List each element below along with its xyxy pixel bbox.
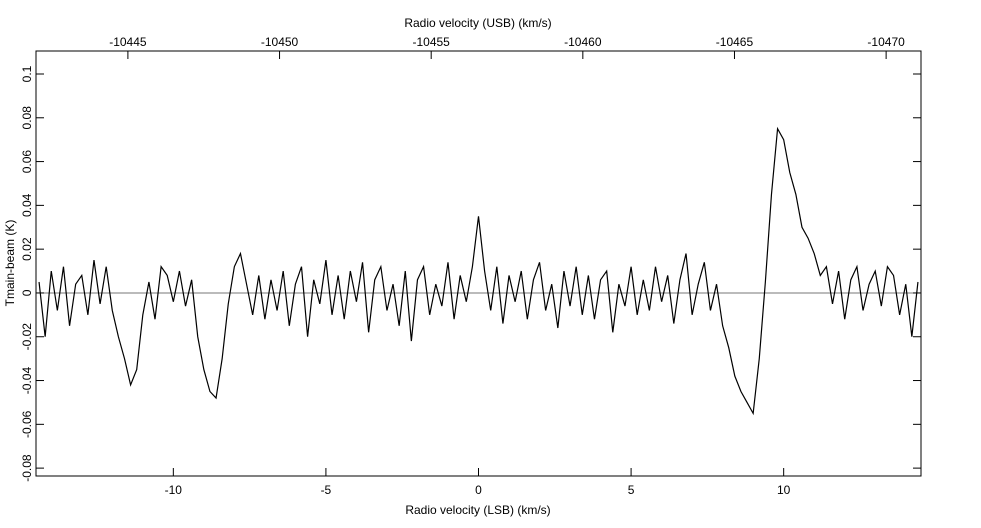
top-axis-title: Radio velocity (USB) (km/s) <box>404 16 551 30</box>
y-tick-label: -0.08 <box>20 454 34 482</box>
x2-tick-label: -10460 <box>564 35 602 49</box>
x2-tick-label: -10450 <box>261 35 299 49</box>
x-tick-label: -5 <box>321 483 332 497</box>
x-axis-title: Radio velocity (LSB) (km/s) <box>405 503 550 517</box>
y-tick-label: 0.08 <box>20 106 34 130</box>
y-tick-label: 0.02 <box>20 237 34 261</box>
y-tick-label: 0.1 <box>20 65 34 82</box>
y-axis-title: Tmain-beam (K) <box>3 220 17 307</box>
x2-tick-label: -10465 <box>716 35 754 49</box>
y-tick-label: -0.06 <box>20 410 34 438</box>
x2-tick-label: -10455 <box>412 35 450 49</box>
x-tick-label: 0 <box>475 483 482 497</box>
x-tick-label: -10 <box>165 483 183 497</box>
spectrum-line <box>38 126 919 416</box>
plot-frame <box>35 50 922 477</box>
x2-tick-label: -10470 <box>867 35 905 49</box>
y-tick-label: -0.04 <box>20 367 34 395</box>
y-tick-label: 0 <box>20 289 34 296</box>
y-tick-label: 0.06 <box>20 150 34 174</box>
x2-tick-label: -10445 <box>109 35 147 49</box>
y-tick-label: -0.02 <box>20 323 34 351</box>
y-tick-label: 0.04 <box>20 193 34 217</box>
x-tick-label: 5 <box>628 483 635 497</box>
x-tick-label: 10 <box>777 483 791 497</box>
